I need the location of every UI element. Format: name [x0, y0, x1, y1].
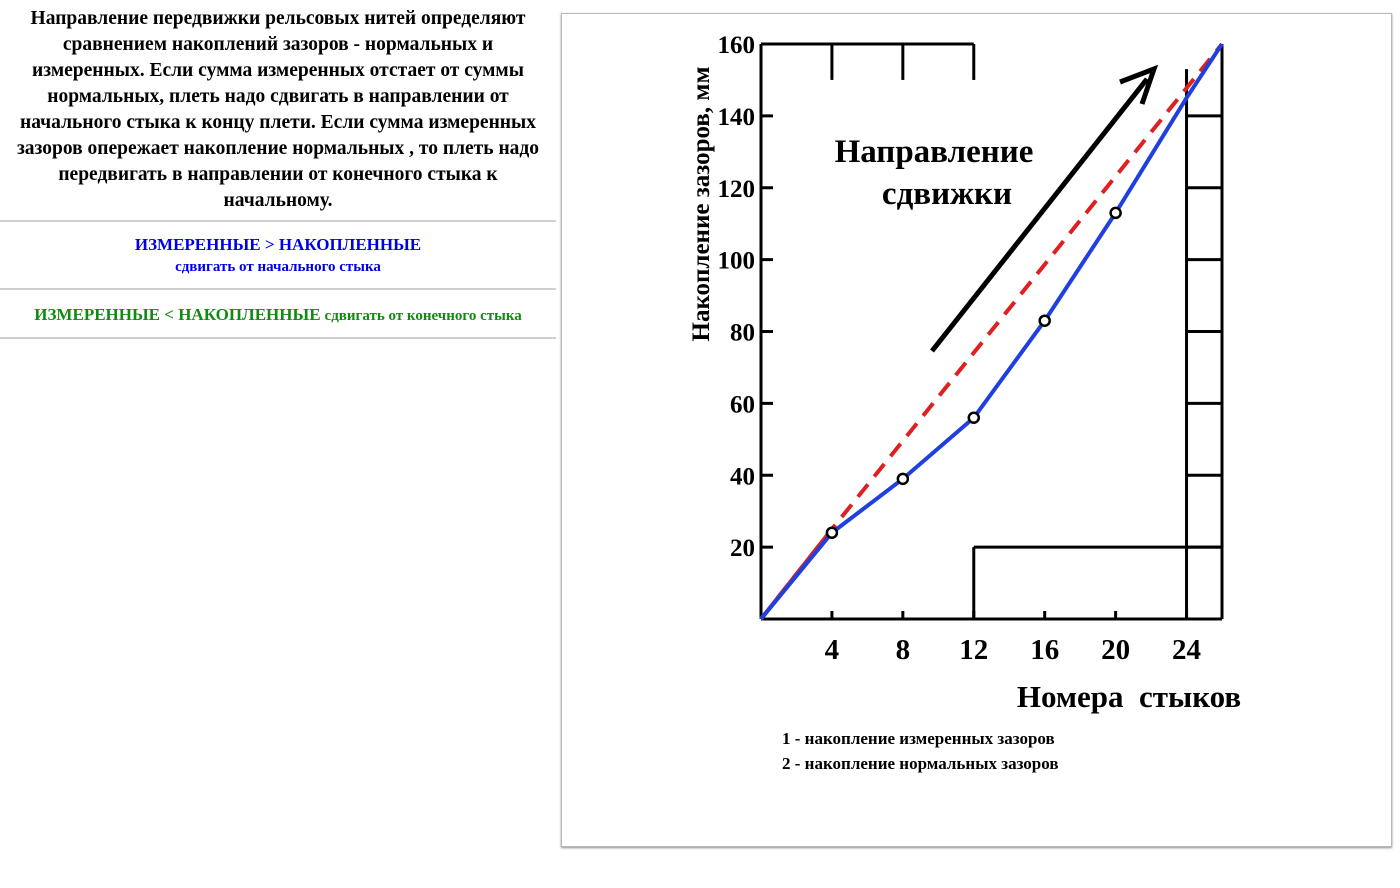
- y-tick-label: 120: [718, 176, 756, 203]
- y-tick-label: 20: [730, 535, 755, 562]
- chart-ticks: 20 40 60 80 100 120 140 160 4 8 12 16 20 24: [718, 32, 1202, 666]
- explanation-panel: Направление передвижки рельсовых нитей о…: [0, 6, 556, 339]
- rule-measured-greater-action: сдвигать от начального стыка: [175, 259, 381, 275]
- y-tick-label: 80: [730, 320, 755, 347]
- rule-measured-less: ИЗМЕРЕННЫЕ < НАКОПЛЕННЫЕ сдвигать от кон…: [0, 304, 556, 327]
- x-tick-label: 4: [825, 634, 840, 666]
- gap-accumulation-chart: 20 40 60 80 100 120 140 160 4 8 12 16 20 24 Накоплени…: [688, 32, 1241, 773]
- x-tick-label: 20: [1101, 634, 1130, 666]
- rule-measured-less-condition: ИЗМЕРЕННЫЕ < НАКОПЛЕННЫЕ: [34, 305, 321, 324]
- rule-measured-less-action: сдвигать от конечного стыка: [324, 308, 522, 324]
- direction-arrow: [930, 64, 1159, 353]
- series-measured-point: [1109, 206, 1122, 220]
- rule-measured-greater: ИЗМЕРЕННЫЕ > НАКОПЛЕННЫЕ сдвигать от нач…: [0, 234, 556, 278]
- series-measured-point: [1038, 314, 1051, 327]
- annotation-line-2: сдвижки: [882, 176, 1012, 212]
- x-axis-label: Номера стыков: [1017, 679, 1241, 714]
- legend-entry-measured: 1 - накопление измеренных зазоров: [782, 729, 1055, 748]
- annotation-line-1: Направление: [835, 134, 1034, 170]
- chart-grid: [761, 42, 1224, 619]
- divider: [0, 220, 556, 222]
- chart-series: [759, 42, 1224, 621]
- x-tick-label: 12: [959, 634, 988, 666]
- x-tick-label: 8: [896, 634, 911, 666]
- chart-frame: 20 40 60 80 100 120 140 160 4 8 12 16 20 24 Накоплени…: [561, 13, 1392, 847]
- direction-arrow-head: [1119, 64, 1159, 105]
- series-measured-line: [759, 42, 1224, 621]
- y-tick-label: 40: [730, 463, 755, 490]
- x-tick-label: 16: [1030, 634, 1059, 666]
- intro-text: Направление передвижки рельсовых нитей о…: [16, 8, 540, 211]
- direction-arrow-shaft: [930, 77, 1149, 353]
- y-tick-label: 100: [718, 248, 756, 275]
- series-measured-point: [967, 411, 981, 424]
- y-axis-label: Накопление зазоров, мм: [688, 67, 715, 342]
- y-tick-label: 140: [718, 104, 756, 131]
- y-tick-label: 160: [718, 32, 756, 59]
- divider: [0, 337, 556, 339]
- series-measured-point: [825, 526, 839, 539]
- legend-entry-normal: 2 - накопление нормальных зазоров: [782, 754, 1059, 773]
- divider: [0, 288, 556, 290]
- rule-measured-greater-condition: ИЗМЕРЕННЫЕ > НАКОПЛЕННЫЕ: [134, 235, 422, 254]
- series-measured-point: [896, 472, 910, 486]
- x-tick-label: 24: [1172, 634, 1201, 666]
- y-tick-label: 60: [730, 391, 755, 418]
